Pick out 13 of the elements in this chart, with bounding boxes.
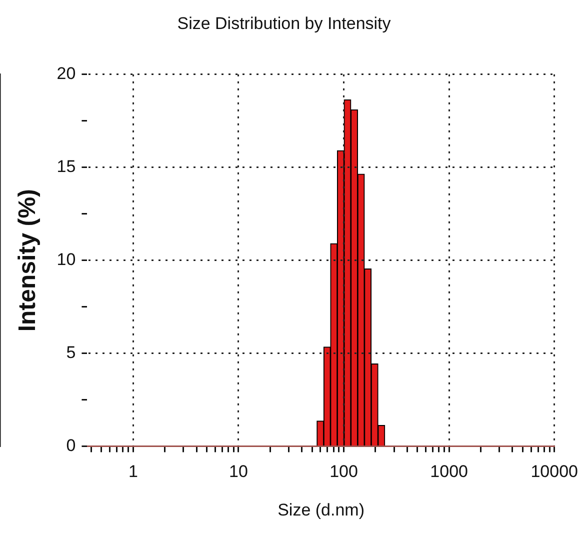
y-axis-title: Intensity (%) [14,188,42,332]
y-tick-label: 20 [56,64,76,84]
x-tick-label: 10 [229,462,248,482]
y-tick-label: 10 [56,250,76,269]
chart-title: Size Distribution by Intensity [177,14,392,33]
x-tick-label: 1000 [430,462,468,482]
x-tick-label: 1 [128,462,138,482]
y-tick-label: 5 [66,342,76,362]
y-tick-label: 0 [66,436,76,455]
x-axis-title: Size (d.nm) [278,500,364,520]
x-tick-label: 100 [330,462,358,482]
y-tick-label: 15 [56,157,76,176]
x-tick-label: 10000 [530,462,578,482]
